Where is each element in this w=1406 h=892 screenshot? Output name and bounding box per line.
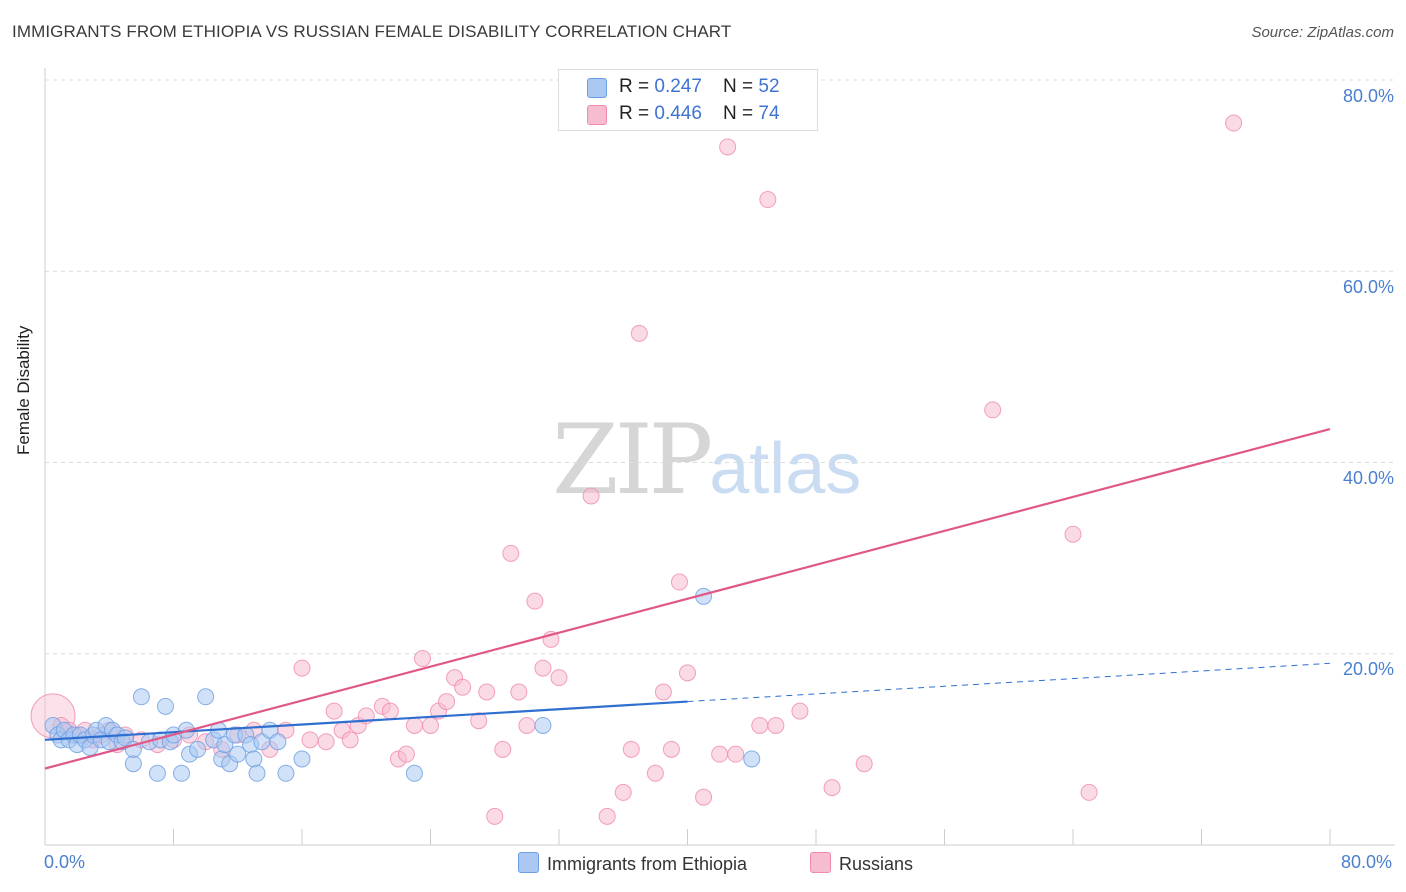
legend-n-label: N =: [723, 76, 759, 97]
chart-title: IMMIGRANTS FROM ETHIOPIA VS RUSSIAN FEMA…: [12, 22, 732, 41]
legend-r-value: 0.446: [654, 103, 702, 124]
legend-n-label: N =: [723, 103, 759, 124]
point-russians: [1080, 783, 1098, 801]
legend-item-russians: Russians: [810, 852, 913, 875]
point-ethiopia: [534, 716, 552, 734]
point-russians: [855, 755, 873, 773]
point-russians: [984, 401, 1002, 419]
point-russians: [397, 745, 415, 763]
point-russians: [662, 740, 680, 758]
legend-n-value: 52: [758, 76, 780, 97]
point-russians: [622, 740, 640, 758]
point-russians: [518, 716, 536, 734]
point-russians: [293, 659, 311, 677]
watermark-zip: ZIP: [552, 404, 713, 516]
point-russians: [751, 716, 769, 734]
point-russians: [646, 764, 664, 782]
legend-item-ethiopia: Immigrants from Ethiopia: [518, 852, 747, 875]
legend-swatch-russians: [810, 852, 831, 873]
y-tick-label: 60.0%: [1342, 277, 1394, 297]
point-russians: [679, 664, 696, 682]
point-russians: [534, 659, 552, 677]
legend-r-label: R =: [619, 103, 655, 124]
correlation-legend: R = 0.247 N = 52 R = 0.446 N = 74: [558, 69, 818, 131]
point-russians: [695, 788, 713, 806]
legend-r-value: 0.247: [654, 76, 702, 97]
trendline-ethiopia: [44, 700, 688, 741]
point-ethiopia: [124, 755, 142, 773]
y-tick-label: 20.0%: [1342, 659, 1394, 679]
point-russians: [791, 702, 809, 720]
point-russians: [823, 779, 841, 797]
point-ethiopia: [269, 733, 287, 751]
legend-n-value: 74: [758, 103, 780, 124]
point-russians: [405, 716, 423, 734]
point-russians: [486, 807, 504, 825]
point-russians: [454, 678, 472, 696]
point-russians: [630, 324, 648, 342]
watermark: ZIPatlas: [552, 404, 861, 516]
trendline-russians: [44, 427, 1331, 770]
y-tick-label: 40.0%: [1342, 468, 1394, 488]
y-axis-label: Female Disability: [14, 325, 33, 455]
point-russians: [1064, 525, 1082, 543]
chart-source: Source: ZipAtlas.com: [1251, 24, 1394, 41]
legend-r-label: R =: [619, 76, 655, 97]
point-ethiopia: [405, 764, 423, 782]
point-ethiopia: [248, 764, 266, 782]
trendline-ethiopia-extrapolated: [687, 662, 1331, 703]
point-russians: [598, 807, 616, 825]
y-tick-label: 80.0%: [1342, 86, 1394, 106]
point-russians: [759, 191, 777, 209]
watermark-atlas: atlas: [709, 429, 862, 509]
x-tick-label-min: 0.0%: [44, 852, 86, 872]
point-russians: [478, 683, 496, 701]
point-ethiopia: [197, 688, 215, 706]
legend-swatch-russians: [587, 105, 607, 125]
point-ethiopia: [173, 764, 191, 782]
point-ethiopia: [189, 740, 207, 758]
legend-label-russians: Russians: [839, 854, 914, 874]
x-tick-label-max: 80.0%: [1340, 852, 1392, 872]
point-russians: [711, 745, 729, 763]
point-russians: [438, 693, 456, 711]
point-ethiopia: [293, 750, 311, 768]
legend-swatch-ethiopia: [518, 852, 539, 873]
point-russians: [654, 683, 672, 701]
point-russians: [550, 669, 568, 687]
point-russians: [422, 716, 439, 734]
point-ethiopia: [277, 764, 295, 782]
point-russians: [317, 733, 335, 751]
point-ethiopia: [148, 764, 166, 782]
point-ethiopia: [156, 697, 174, 715]
point-russians: [767, 716, 785, 734]
point-ethiopia: [132, 688, 150, 706]
point-russians: [381, 702, 399, 720]
point-russians: [301, 731, 319, 749]
point-russians: [727, 745, 745, 763]
point-russians: [325, 702, 343, 720]
point-ethiopia: [245, 750, 263, 768]
point-russians: [526, 592, 544, 610]
point-russians: [341, 731, 359, 749]
point-russians: [719, 138, 737, 156]
point-russians: [413, 650, 431, 668]
point-ethiopia: [743, 750, 761, 768]
point-russians: [670, 573, 688, 591]
legend-label-ethiopia: Immigrants from Ethiopia: [547, 854, 748, 874]
point-russians: [510, 683, 528, 701]
point-russians: [614, 783, 632, 801]
point-russians: [502, 544, 520, 562]
legend-swatch-ethiopia: [587, 78, 607, 98]
point-russians: [494, 740, 512, 758]
point-russians: [582, 487, 600, 505]
point-russians: [470, 712, 488, 730]
point-russians: [1225, 114, 1243, 132]
point-ethiopia: [229, 745, 247, 763]
